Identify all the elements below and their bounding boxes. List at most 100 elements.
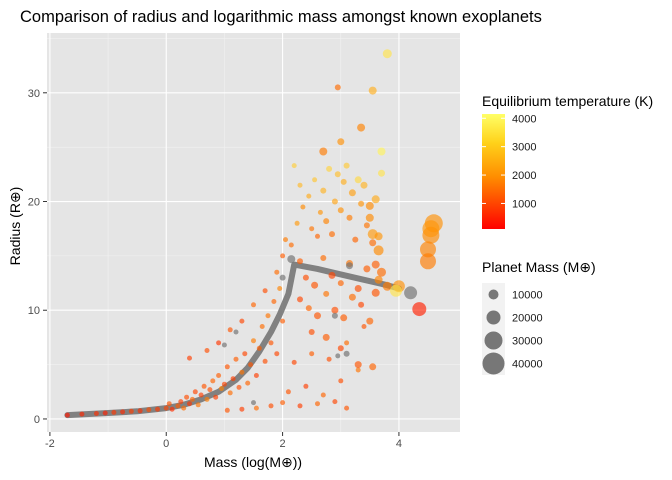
data-point <box>326 165 333 172</box>
data-point <box>302 274 309 281</box>
data-point <box>288 242 294 248</box>
data-point <box>326 356 332 362</box>
x-axis: -2 0 2 4 <box>45 432 402 450</box>
x-tick-label: 0 <box>163 438 169 450</box>
data-point <box>360 181 368 189</box>
data-point <box>314 312 321 320</box>
data-point <box>230 376 236 382</box>
data-point <box>354 285 362 292</box>
size-legend-title: Planet Mass (M⊕) <box>482 259 596 275</box>
data-point <box>294 220 300 226</box>
data-point <box>323 218 330 225</box>
data-point <box>219 386 224 391</box>
data-point <box>306 193 312 199</box>
data-point <box>319 147 328 156</box>
data-point <box>305 305 312 312</box>
y-tick-label: 30 <box>28 88 40 100</box>
data-point <box>346 214 353 221</box>
data-point <box>378 169 385 177</box>
size-legend-label: 20000 <box>512 313 543 325</box>
data-point <box>79 411 85 417</box>
data-point <box>184 394 190 400</box>
x-tick-label: 4 <box>396 438 402 450</box>
data-point <box>369 239 377 247</box>
data-point <box>137 408 143 414</box>
data-point <box>358 200 365 207</box>
data-point <box>245 380 251 386</box>
data-point <box>382 49 392 59</box>
data-point <box>227 390 233 396</box>
data-point <box>227 327 233 333</box>
data-point <box>340 178 347 185</box>
data-point <box>368 86 377 95</box>
color-legend-tick-label: 2000 <box>512 170 536 182</box>
data-point <box>279 274 286 281</box>
data-point <box>253 373 259 378</box>
data-point <box>251 338 256 344</box>
data-point <box>412 302 427 317</box>
y-axis-title: Radius (R⊕) <box>7 187 23 266</box>
data-point <box>216 340 222 346</box>
data-point <box>259 324 265 329</box>
data-point <box>280 253 286 259</box>
plot-background <box>47 33 460 432</box>
data-point <box>337 207 344 214</box>
data-point <box>329 231 335 238</box>
data-point <box>291 163 297 169</box>
data-point <box>224 364 230 370</box>
data-point <box>146 407 152 413</box>
y-axis: 0 10 20 30 <box>28 88 47 426</box>
data-point <box>111 409 117 415</box>
data-point <box>343 350 350 357</box>
data-point <box>363 265 371 273</box>
data-point <box>283 237 288 243</box>
data-point <box>233 356 239 362</box>
data-point <box>287 255 296 264</box>
data-point <box>315 401 320 407</box>
data-point <box>369 363 377 371</box>
size-legend-label: 40000 <box>512 359 543 371</box>
data-point <box>365 201 374 210</box>
data-point <box>331 198 338 205</box>
data-point <box>291 359 297 365</box>
color-legend: Equilibrium temperature (K) 1000 2000 3000… <box>482 93 653 229</box>
data-point <box>274 351 280 357</box>
data-point <box>343 162 350 169</box>
data-point <box>236 384 242 390</box>
data-point <box>338 378 344 384</box>
data-point <box>297 403 303 409</box>
data-point <box>178 399 184 405</box>
data-point <box>334 84 341 91</box>
data-point <box>262 288 268 294</box>
chart-title: Comparison of radius and logarithmic mas… <box>20 8 542 26</box>
color-legend-tick-label: 4000 <box>512 113 536 125</box>
data-point <box>317 209 323 215</box>
color-legend-ticks: 1000 2000 3000 4000 <box>482 113 536 210</box>
data-point <box>102 410 108 416</box>
data-point <box>297 258 303 265</box>
data-point <box>337 345 344 352</box>
size-legend: Planet Mass (M⊕) 10000 20000 30000 40000 <box>482 259 596 375</box>
data-point <box>277 286 283 291</box>
data-point <box>365 213 374 222</box>
data-point <box>224 407 230 413</box>
data-point <box>268 340 274 346</box>
data-point <box>354 176 362 184</box>
y-tick-label: 20 <box>28 197 40 209</box>
data-point <box>221 381 227 387</box>
data-point <box>265 313 271 319</box>
data-point <box>239 318 245 324</box>
data-point <box>320 187 327 194</box>
data-point <box>337 280 344 287</box>
data-point <box>331 306 339 314</box>
data-point <box>297 182 303 188</box>
data-points <box>64 49 443 419</box>
data-point <box>420 253 436 270</box>
data-point <box>155 406 160 412</box>
data-point <box>346 262 353 270</box>
size-legend-dot <box>486 310 501 325</box>
data-point <box>344 340 350 346</box>
data-point <box>331 312 338 319</box>
data-point <box>300 204 306 210</box>
